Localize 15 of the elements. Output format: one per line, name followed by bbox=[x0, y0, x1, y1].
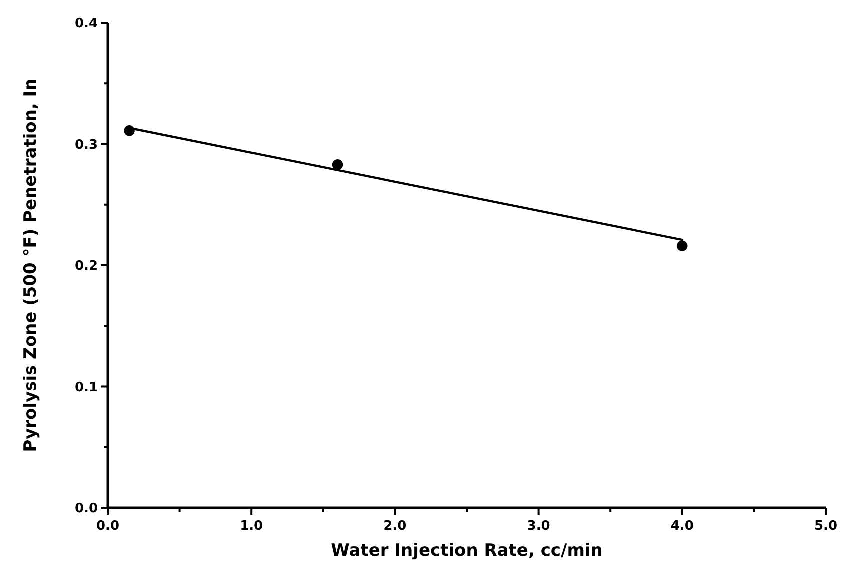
x-tick-label: 2.0 bbox=[384, 519, 407, 534]
point bbox=[332, 160, 344, 170]
point bbox=[677, 240, 688, 252]
y-tick-label: 0.2 bbox=[74, 259, 98, 274]
y-tick-label: 0.3 bbox=[74, 138, 98, 153]
y-tick-label: 0.1 bbox=[74, 380, 98, 396]
y-tick-label: 0.4 bbox=[74, 16, 98, 32]
y-axis-title: Pyrolysis Zone (500 °F) Penetration, In bbox=[21, 78, 41, 452]
x-tick-label: 5.0 bbox=[814, 519, 838, 534]
x-tick-label: 1.0 bbox=[240, 519, 264, 534]
x-axis-title: Water Injection Rate, cc/min bbox=[331, 541, 603, 561]
x-tick-label: 0.0 bbox=[96, 519, 120, 534]
x-tick-label: 3.0 bbox=[527, 519, 550, 534]
x-tick-label: 4.0 bbox=[670, 519, 694, 534]
y-tick-label: 0.0 bbox=[74, 502, 98, 517]
